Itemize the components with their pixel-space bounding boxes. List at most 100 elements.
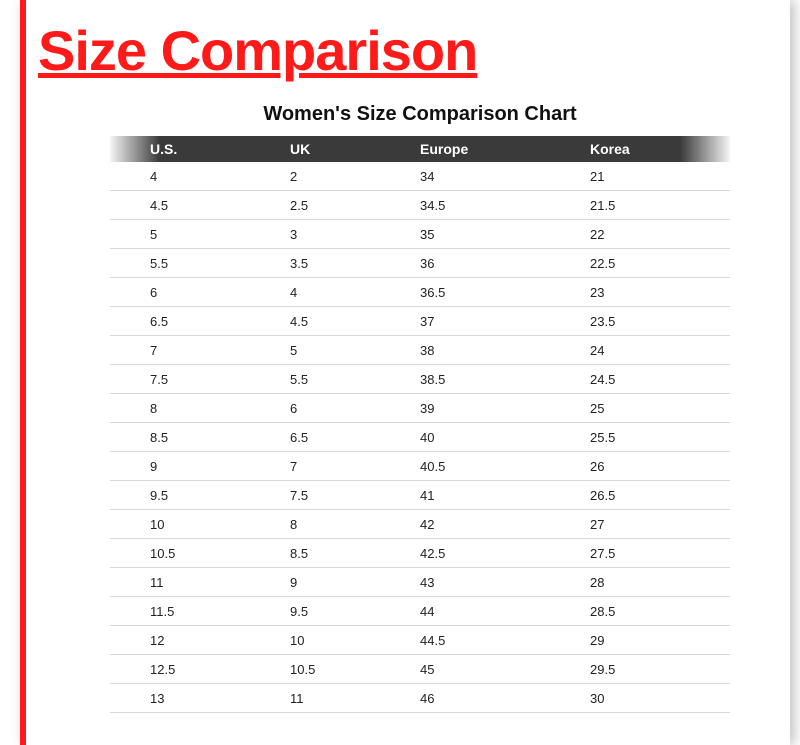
table-cell: 10	[250, 633, 380, 648]
table-cell: 9.5	[250, 604, 380, 619]
table-cell: 21.5	[550, 198, 720, 213]
table-row: 863925	[110, 394, 730, 423]
table-cell: 27.5	[550, 546, 720, 561]
table-cell: 26	[550, 459, 720, 474]
table-cell: 23	[550, 285, 720, 300]
table-cell: 4.5	[110, 198, 250, 213]
table-row: 9740.526	[110, 452, 730, 481]
table-cell: 35	[380, 227, 550, 242]
table-row: 10.58.542.527.5	[110, 539, 730, 568]
table-row: 5.53.53622.5	[110, 249, 730, 278]
table-cell: 2	[250, 169, 380, 184]
table-row: 423421	[110, 162, 730, 191]
table-cell: 36	[380, 256, 550, 271]
table-cell: 37	[380, 314, 550, 329]
table-cell: 7	[250, 459, 380, 474]
table-cell: 24.5	[550, 372, 720, 387]
table-cell: 40.5	[380, 459, 550, 474]
table-cell: 3	[250, 227, 380, 242]
table-cell: 10.5	[110, 546, 250, 561]
table-cell: 26.5	[550, 488, 720, 503]
table-cell: 4.5	[250, 314, 380, 329]
table-cell: 28	[550, 575, 720, 590]
table-row: 121044.529	[110, 626, 730, 655]
table-cell: 10	[110, 517, 250, 532]
table-cell: 11	[250, 691, 380, 706]
document-page: Size Comparison Women's Size Comparison …	[20, 0, 790, 745]
table-cell: 2.5	[250, 198, 380, 213]
table-cell: 22.5	[550, 256, 720, 271]
table-row: 1084227	[110, 510, 730, 539]
table-row: 11.59.54428.5	[110, 597, 730, 626]
table-cell: 8	[110, 401, 250, 416]
table-cell: 10.5	[250, 662, 380, 677]
table-cell: 34.5	[380, 198, 550, 213]
table-cell: 21	[550, 169, 720, 184]
table-cell: 30	[550, 691, 720, 706]
table-cell: 9.5	[110, 488, 250, 503]
table-cell: 12	[110, 633, 250, 648]
table-cell: 27	[550, 517, 720, 532]
table-cell: 6	[110, 285, 250, 300]
table-row: 12.510.54529.5	[110, 655, 730, 684]
table-cell: 25.5	[550, 430, 720, 445]
table-cell: 5.5	[110, 256, 250, 271]
table-cell: 11.5	[110, 604, 250, 619]
header-korea: Korea	[550, 141, 720, 157]
table-cell: 43	[380, 575, 550, 590]
table-cell: 7.5	[250, 488, 380, 503]
table-row: 8.56.54025.5	[110, 423, 730, 452]
chart-heading: Women's Size Comparison Chart	[110, 103, 730, 126]
table-cell: 40	[380, 430, 550, 445]
table-cell: 42	[380, 517, 550, 532]
table-row: 6436.523	[110, 278, 730, 307]
table-cell: 42.5	[380, 546, 550, 561]
table-cell: 7	[110, 343, 250, 358]
table-cell: 8.5	[250, 546, 380, 561]
table-cell: 9	[110, 459, 250, 474]
table-cell: 38.5	[380, 372, 550, 387]
table-cell: 12.5	[110, 662, 250, 677]
table-row: 9.57.54126.5	[110, 481, 730, 510]
table-cell: 24	[550, 343, 720, 358]
table-cell: 46	[380, 691, 550, 706]
table-cell: 28.5	[550, 604, 720, 619]
table-cell: 7.5	[110, 372, 250, 387]
table-cell: 9	[250, 575, 380, 590]
header-uk: UK	[250, 141, 380, 157]
table-cell: 5	[110, 227, 250, 242]
accent-bar	[20, 0, 26, 745]
table-cell: 6.5	[250, 430, 380, 445]
table-cell: 44.5	[380, 633, 550, 648]
table-row: 1194328	[110, 568, 730, 597]
table-cell: 13	[110, 691, 250, 706]
table-cell: 36.5	[380, 285, 550, 300]
header-europe: Europe	[380, 141, 550, 157]
table-row: 4.52.534.521.5	[110, 191, 730, 220]
table-cell: 44	[380, 604, 550, 619]
table-cell: 4	[110, 169, 250, 184]
page-title: Size Comparison	[20, 0, 790, 83]
table-row: 753824	[110, 336, 730, 365]
table-cell: 8	[250, 517, 380, 532]
table-cell: 11	[110, 575, 250, 590]
size-chart: Women's Size Comparison Chart U.S. UK Eu…	[110, 103, 730, 713]
table-cell: 25	[550, 401, 720, 416]
table-cell: 41	[380, 488, 550, 503]
table-header-row: U.S. UK Europe Korea	[110, 136, 730, 162]
table-cell: 5.5	[250, 372, 380, 387]
table-cell: 45	[380, 662, 550, 677]
table-cell: 23.5	[550, 314, 720, 329]
table-cell: 6.5	[110, 314, 250, 329]
table-body: 4234214.52.534.521.55335225.53.53622.564…	[110, 162, 730, 713]
table-cell: 29	[550, 633, 720, 648]
table-cell: 5	[250, 343, 380, 358]
table-cell: 39	[380, 401, 550, 416]
table-row: 6.54.53723.5	[110, 307, 730, 336]
table-cell: 4	[250, 285, 380, 300]
table-cell: 3.5	[250, 256, 380, 271]
table-cell: 8.5	[110, 430, 250, 445]
table-row: 7.55.538.524.5	[110, 365, 730, 394]
table-row: 533522	[110, 220, 730, 249]
table-cell: 38	[380, 343, 550, 358]
